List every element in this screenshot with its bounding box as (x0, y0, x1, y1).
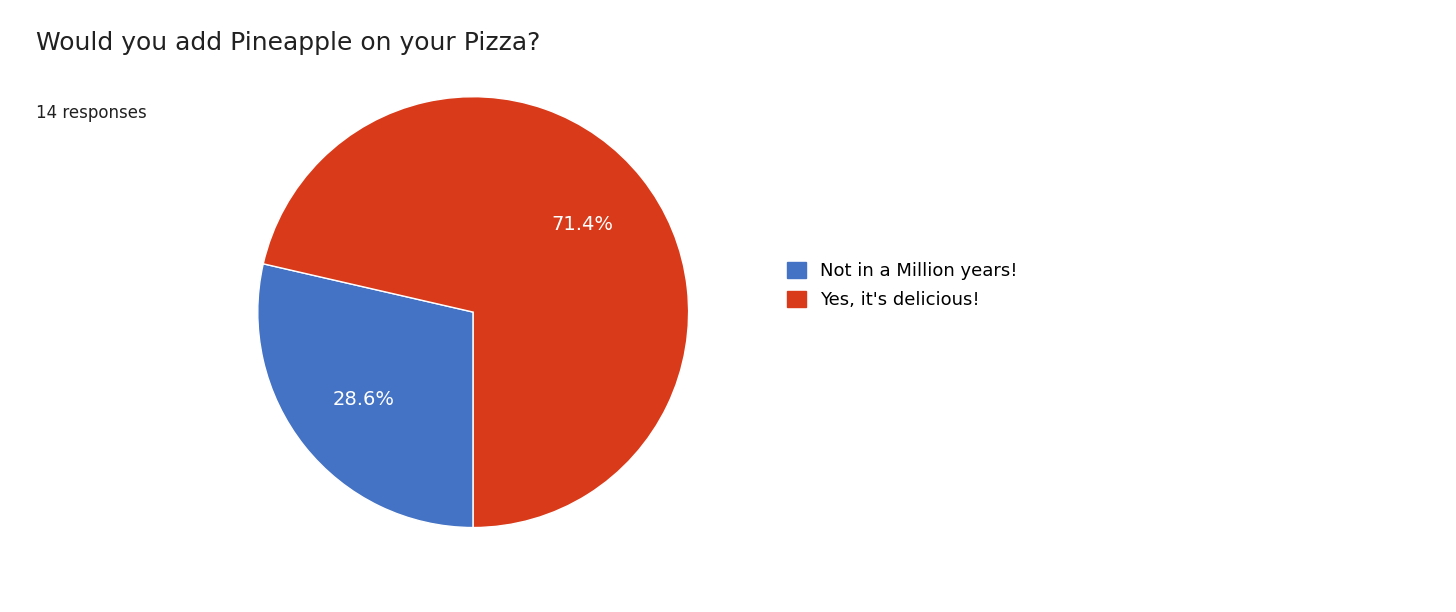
Text: 71.4%: 71.4% (552, 215, 614, 234)
Text: 14 responses: 14 responses (36, 104, 147, 122)
Legend: Not in a Million years!, Yes, it's delicious!: Not in a Million years!, Yes, it's delic… (779, 253, 1026, 318)
Text: 28.6%: 28.6% (332, 390, 395, 409)
Wedge shape (264, 97, 689, 528)
Wedge shape (258, 264, 473, 528)
Text: Would you add Pineapple on your Pizza?: Would you add Pineapple on your Pizza? (36, 31, 540, 54)
